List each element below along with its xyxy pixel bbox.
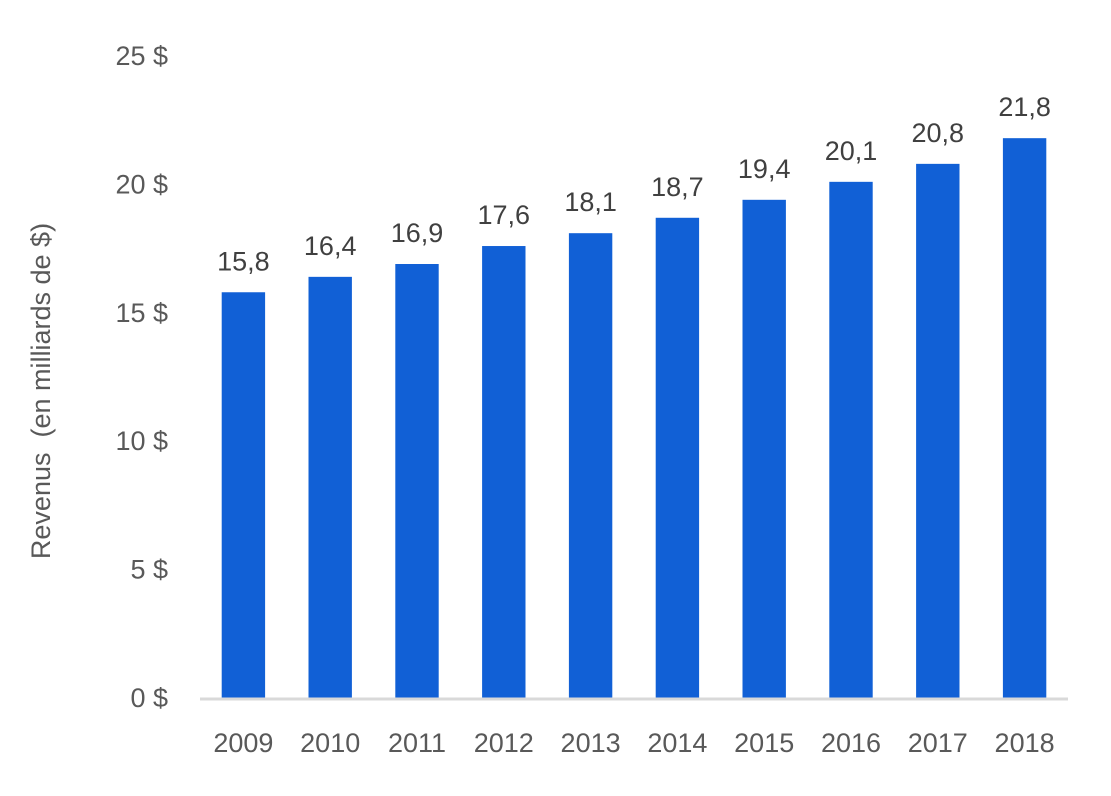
data-label: 18,1 <box>564 187 617 217</box>
bar <box>482 246 526 699</box>
x-tick-label: 2014 <box>647 728 707 758</box>
y-axis-ticks: 0 $ 5 $ 10 $ 15 $ 20 $ 25 $ <box>115 41 168 713</box>
x-tick-label: 2012 <box>474 728 534 758</box>
bar <box>568 233 613 698</box>
data-label: 16,9 <box>391 218 444 248</box>
data-label: 17,6 <box>478 200 531 230</box>
data-label: 15,8 <box>217 246 270 276</box>
x-tick-label: 2017 <box>908 728 968 758</box>
bars <box>221 138 1047 699</box>
x-tick-label: 2015 <box>734 728 794 758</box>
x-tick-label: 2018 <box>995 728 1055 758</box>
data-label: 20,1 <box>825 136 878 166</box>
bar <box>395 264 439 698</box>
y-tick-label: 10 $ <box>115 426 168 456</box>
x-tick-label: 2011 <box>388 728 446 758</box>
x-tick-label: 2013 <box>561 728 621 758</box>
bar <box>916 163 960 698</box>
data-label: 19,4 <box>738 154 791 184</box>
x-axis-ticks: 2009 2010 2011 2012 2013 2014 2015 2016 2017 2018 <box>213 728 1054 758</box>
data-label: 18,7 <box>651 172 704 202</box>
data-labels: 15,8 16,4 16,9 17,6 18,1 18,7 19,4 20,1 20,8 21,8 <box>217 92 1051 276</box>
data-label: 16,4 <box>304 231 357 261</box>
y-tick-label: 25 $ <box>115 41 168 71</box>
bar <box>221 292 266 698</box>
bar <box>655 217 700 698</box>
x-tick-label: 2009 <box>213 728 273 758</box>
y-tick-label: 5 $ <box>130 555 168 585</box>
y-axis-title: Revenus (en milliards de $) <box>26 223 56 559</box>
y-tick-label: 20 $ <box>115 169 168 199</box>
data-label: 20,8 <box>912 118 965 148</box>
y-tick-label: 0 $ <box>130 683 168 713</box>
x-tick-label: 2010 <box>300 728 360 758</box>
bar <box>1002 138 1047 698</box>
bar <box>829 181 873 698</box>
data-label: 21,8 <box>998 92 1051 122</box>
y-tick-label: 15 $ <box>115 298 168 328</box>
bar <box>308 276 352 698</box>
x-tick-label: 2016 <box>821 728 881 758</box>
bar <box>742 199 786 699</box>
